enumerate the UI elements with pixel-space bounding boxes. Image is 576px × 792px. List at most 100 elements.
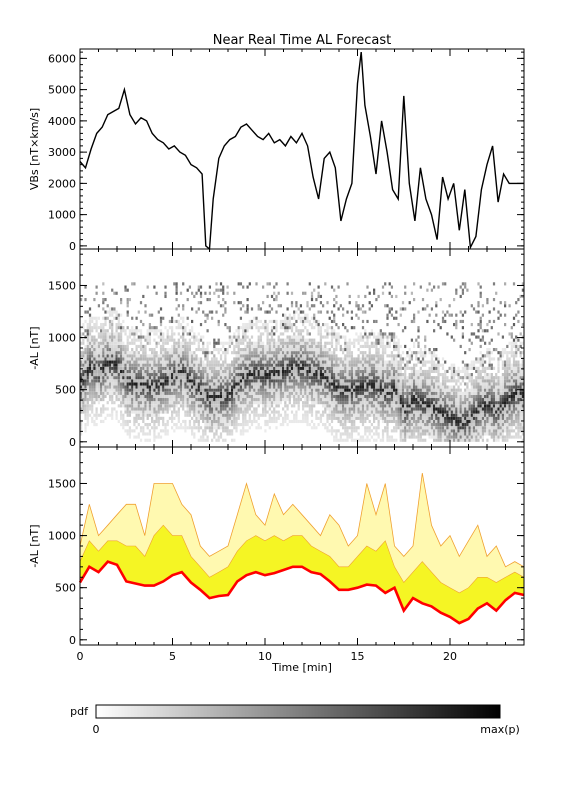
pdf-cell — [133, 407, 136, 411]
pdf-cell — [290, 369, 294, 374]
pdf-cell — [364, 369, 367, 374]
pdf-cell — [277, 391, 280, 395]
pdf-cell — [228, 419, 231, 424]
pdf-cell — [106, 360, 109, 364]
pdf-cell — [124, 404, 127, 408]
pdf-cell — [333, 360, 336, 364]
pdf-cell — [104, 316, 107, 320]
pdf-cell — [159, 401, 163, 405]
pdf-cell — [295, 410, 298, 414]
pdf-cell — [142, 360, 145, 364]
pdf-cell — [357, 391, 360, 395]
pdf-cell — [137, 373, 140, 377]
pdf-cell — [239, 391, 243, 395]
pdf-cell — [88, 329, 92, 333]
pdf-cell — [159, 307, 163, 311]
pdf-cell — [146, 363, 149, 367]
pdf-cell — [219, 419, 223, 424]
pdf-cell — [233, 385, 236, 389]
pdf-cell — [217, 423, 220, 427]
pdf-cell — [257, 382, 260, 386]
pdf-cell — [222, 341, 225, 345]
pdf-cell — [361, 344, 365, 349]
pdf-cell — [359, 404, 362, 408]
pdf-cell — [155, 394, 158, 399]
pdf-cell — [306, 391, 309, 395]
pdf-cell — [381, 410, 385, 414]
pdf-cell — [426, 410, 429, 414]
pdf-cell — [93, 357, 96, 361]
pdf-cell — [166, 391, 169, 395]
pdf-cell — [142, 401, 145, 405]
pdf-cell — [384, 410, 387, 414]
pdf-cell — [297, 329, 300, 333]
pdf-cell — [135, 354, 138, 358]
pdf-cell — [224, 407, 227, 411]
pdf-cell — [242, 429, 245, 433]
pdf-cell — [368, 379, 371, 383]
pdf-cell — [193, 401, 196, 405]
pdf-cell — [226, 373, 229, 377]
pdf-cell — [419, 285, 422, 289]
pdf-cell — [204, 410, 207, 414]
pdf-cell — [204, 432, 207, 436]
pdf-cell — [339, 357, 342, 361]
pdf-cell — [246, 363, 249, 367]
pdf-cell — [144, 438, 147, 442]
pdf-cell — [208, 373, 212, 377]
pdf-cell — [339, 335, 342, 339]
pdf-cell — [339, 394, 342, 399]
pdf-cell — [275, 419, 278, 424]
pdf-cell — [399, 419, 402, 424]
pdf-cell — [239, 376, 243, 380]
pdf-cell — [373, 398, 376, 402]
pdf-cell — [148, 369, 152, 374]
pdf-cell — [204, 366, 207, 370]
pdf-cell — [226, 407, 229, 411]
pdf-cell — [257, 329, 260, 333]
pdf-cell — [164, 291, 167, 295]
pdf-cell — [381, 285, 385, 289]
pdf-cell — [290, 326, 294, 330]
pdf-cell — [415, 407, 418, 411]
pdf-cell — [126, 376, 129, 380]
pdf-cell — [361, 382, 365, 386]
pdf-cell — [359, 335, 362, 339]
pdf-cell — [408, 348, 411, 352]
pdf-cell — [386, 341, 389, 345]
pdf-cell — [126, 304, 129, 308]
pdf-cell — [410, 291, 414, 295]
pdf-cell — [146, 354, 149, 358]
pdf-cell — [401, 435, 405, 439]
pdf-cell — [319, 335, 323, 339]
pdf-cell — [171, 338, 174, 342]
pdf-cell — [117, 354, 120, 358]
pdf-cell — [375, 298, 378, 302]
pdf-cell — [219, 282, 223, 286]
pdf-cell — [135, 419, 138, 424]
pdf-cell — [293, 413, 296, 417]
pdf-cell — [204, 394, 207, 399]
pdf-cell — [166, 360, 169, 364]
pdf-cell — [333, 388, 336, 392]
pdf-cell — [168, 369, 172, 374]
pdf-cell — [231, 366, 234, 370]
pdf-cell — [155, 435, 158, 439]
pdf-cell — [217, 366, 220, 370]
pdf-cell — [375, 344, 378, 349]
pdf-cell — [413, 435, 416, 439]
pdf-cell — [139, 388, 143, 392]
pdf-cell — [144, 407, 147, 411]
pdf-cell — [426, 373, 429, 377]
pdf-cell — [208, 413, 212, 417]
pdf-cell — [162, 369, 165, 374]
pdf-cell — [217, 319, 220, 324]
pdf-cell — [182, 329, 185, 333]
pdf-cell — [393, 341, 396, 345]
pdf-cell — [424, 401, 427, 405]
pdf-cell — [91, 360, 94, 364]
pdf-cell — [364, 341, 367, 345]
pdf-cell — [355, 338, 358, 342]
pdf-cell — [375, 382, 378, 386]
